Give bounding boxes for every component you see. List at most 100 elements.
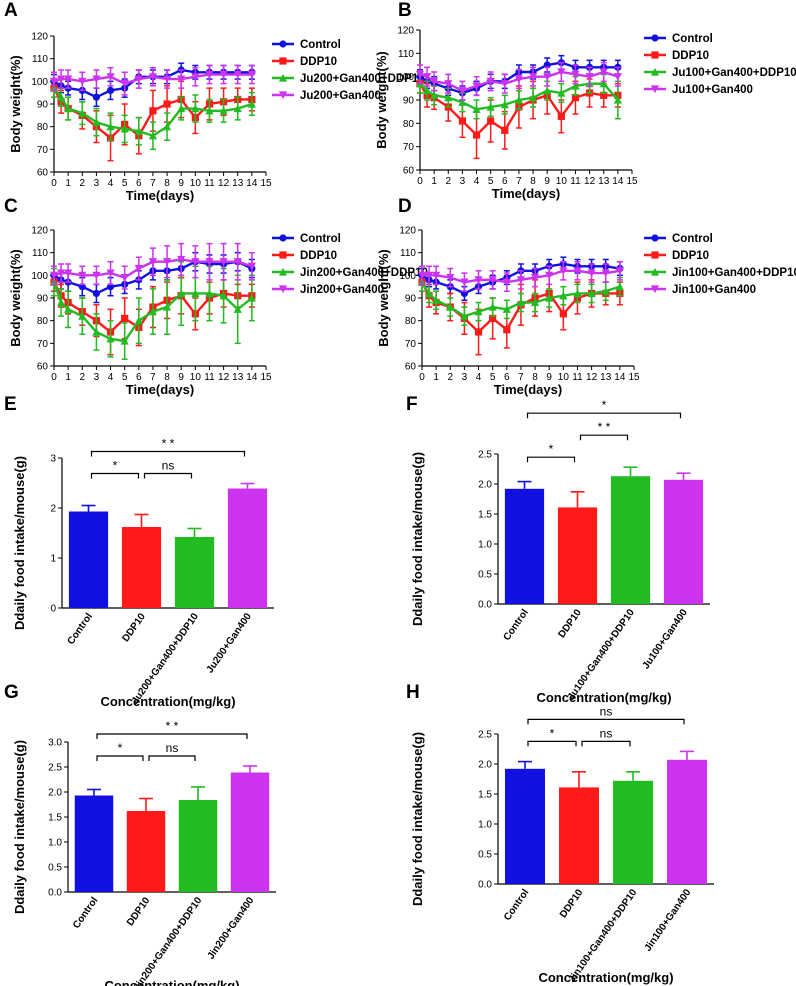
y-tick-label: 0.5 <box>478 570 492 581</box>
significance-label: * <box>550 726 555 740</box>
x-tick-label: 4 <box>108 178 114 189</box>
x-tick-label: 10 <box>558 372 570 383</box>
data-point-jin100-gan400 <box>516 276 526 284</box>
y-axis-label: Body weight(%) <box>376 249 391 347</box>
y-tick-label: 1.0 <box>48 838 62 849</box>
y-tick-label: 100 <box>399 271 416 282</box>
x-tick-label: 10 <box>190 178 202 189</box>
data-point-ju100-gan400-ddp10 <box>514 95 524 104</box>
significance-label: * * <box>162 437 175 451</box>
y-axis-label: Body weight(%) <box>8 249 23 347</box>
data-point-jin200-gan400 <box>92 271 101 280</box>
data-point-ju100-gan400 <box>571 70 580 79</box>
legend-marker-control <box>279 40 287 48</box>
legend-marker-jin100-gan400 <box>650 285 660 294</box>
data-point-ju200-gan400-ddp10 <box>134 127 143 135</box>
data-point-ju100-gan400 <box>486 77 495 86</box>
series-line-jin100-gan400-ddp10 <box>420 281 621 318</box>
y-tick-label: 2.0 <box>478 480 492 491</box>
x-tick-label: 1 <box>433 372 439 383</box>
chart-panel-c: 60 70 80 90 100 110 120 0 1 2 3 4 5 6 7 8 9 10 11 12 13 14 15 T… <box>0 196 428 398</box>
data-point-jin100-gan400-ddp10 <box>516 298 526 307</box>
y-tick-label: 0.0 <box>48 888 62 899</box>
legend-marker-ddp10 <box>279 251 287 259</box>
significance-label: * * <box>598 420 611 434</box>
data-point-jin200-gan400 <box>205 258 214 266</box>
data-point-jin100-gan400 <box>601 269 610 278</box>
chart-panel-f: 0.0 0.5 1.0 1.5 2.0 2.5 Control DDP10 Ju100+Gan4… <box>398 394 796 705</box>
legend-label-jin200-gan400: Jin200+Gan400 <box>300 284 384 296</box>
data-point-jin100-gan400-ddp10 <box>424 289 434 298</box>
data-point-ju200-gan400-ddp10 <box>219 106 228 115</box>
x-tick-label: 10 <box>190 372 202 383</box>
data-point-jin200-gan400-ddp10 <box>233 305 242 313</box>
data-point-jin100-gan400-ddp10 <box>615 282 624 291</box>
x-tick-label: 11 <box>204 178 215 189</box>
panel-label-a: A <box>4 0 18 21</box>
y-tick-label: 120 <box>31 226 48 237</box>
y-tick-label: 3 <box>50 454 56 465</box>
significance-bracket <box>526 412 682 419</box>
x-tick-label: 15 <box>260 372 272 383</box>
panel-label-h: H <box>406 682 420 703</box>
data-point-jin100-gan400-ddp10 <box>502 305 511 313</box>
data-point-ju100-gan400 <box>415 70 425 79</box>
x-tick-label: 0 <box>51 178 57 189</box>
data-point-ju100-gan400-ddp10 <box>422 86 432 95</box>
legend-label-ddp10: DDP10 <box>300 56 337 68</box>
data-point-ddp10 <box>600 91 608 99</box>
y-tick-label: 0.5 <box>48 863 62 874</box>
series-line-ju100-gan400-ddp10 <box>419 82 619 111</box>
bar-control <box>505 768 545 884</box>
bar-control <box>504 488 545 604</box>
chart-panel-g: 0.0 0.5 1.0 1.5 2.0 2.5 3.0 Control DDP10 Jin200+… <box>0 684 398 986</box>
x-tick-label: DDP10 <box>558 887 586 920</box>
significance-label: ns <box>166 741 179 755</box>
data-point-jin100-gan400 <box>502 278 511 287</box>
data-point-jin200-gan400 <box>56 269 66 278</box>
data-point-ju200-gan400-ddp10 <box>92 118 101 126</box>
y-tick-label: 0.0 <box>478 600 492 611</box>
significance-label: * <box>118 741 123 755</box>
legend-label-ju200-gan400-ddp10: Ju200+Gan400+DDP10 <box>300 73 425 85</box>
series-line-control <box>53 260 253 295</box>
data-point-control <box>92 93 100 101</box>
data-point-ju200-gan400 <box>49 77 59 86</box>
panel-label-d: D <box>398 196 412 217</box>
series-line-jin200-gan400-ddp10 <box>52 281 253 343</box>
x-tick-label: 7 <box>150 178 156 189</box>
x-tick-label: 12 <box>218 178 230 189</box>
x-tick-label: DDP10 <box>125 895 153 928</box>
data-point-ju100-gan400-ddp10 <box>557 88 566 97</box>
x-tick-label: 5 <box>122 372 128 383</box>
x-tick-label: 15 <box>626 176 638 187</box>
y-tick-label: 2.0 <box>478 760 492 771</box>
x-tick-label: 2 <box>79 178 85 189</box>
data-point-jin200-gan400 <box>191 258 200 266</box>
bar-control <box>74 795 114 892</box>
legend-label-ddp10: DDP10 <box>672 50 709 62</box>
bar-jin100-gan400-ddp10 <box>613 780 653 884</box>
data-point-jin100-gan400 <box>488 276 497 284</box>
data-point-ju200-gan400-ddp10 <box>205 106 214 115</box>
legend-label-control: Control <box>300 233 341 245</box>
y-tick-label: 80 <box>37 122 49 133</box>
bar-chart-h: 0.0 0.5 1.0 1.5 2.0 2.5 Control DDP10 Jin100+Gan… <box>410 704 714 985</box>
data-point-ju200-gan400-ddp10 <box>148 131 158 140</box>
x-tick-label: Control <box>502 607 532 643</box>
significance-bracket <box>96 755 144 761</box>
data-point-ju200-gan400 <box>148 73 158 81</box>
x-axis-label: Concentration(mg/kg) <box>536 690 671 705</box>
x-tick-label: 8 <box>532 372 538 383</box>
x-tick-label: 10 <box>556 176 568 187</box>
y-tick-label: 70 <box>37 339 49 350</box>
x-tick-label: 11 <box>572 372 583 383</box>
x-tick-label: 4 <box>108 372 114 383</box>
y-tick-label: 120 <box>399 226 416 237</box>
data-point-ju200-gan400 <box>64 75 73 84</box>
bar-jin200-gan400 <box>230 772 270 892</box>
data-point-jin200-gan400 <box>78 271 87 280</box>
data-point-ju100-gan400-ddp10 <box>500 100 509 109</box>
x-tick-label: Control <box>66 611 96 647</box>
